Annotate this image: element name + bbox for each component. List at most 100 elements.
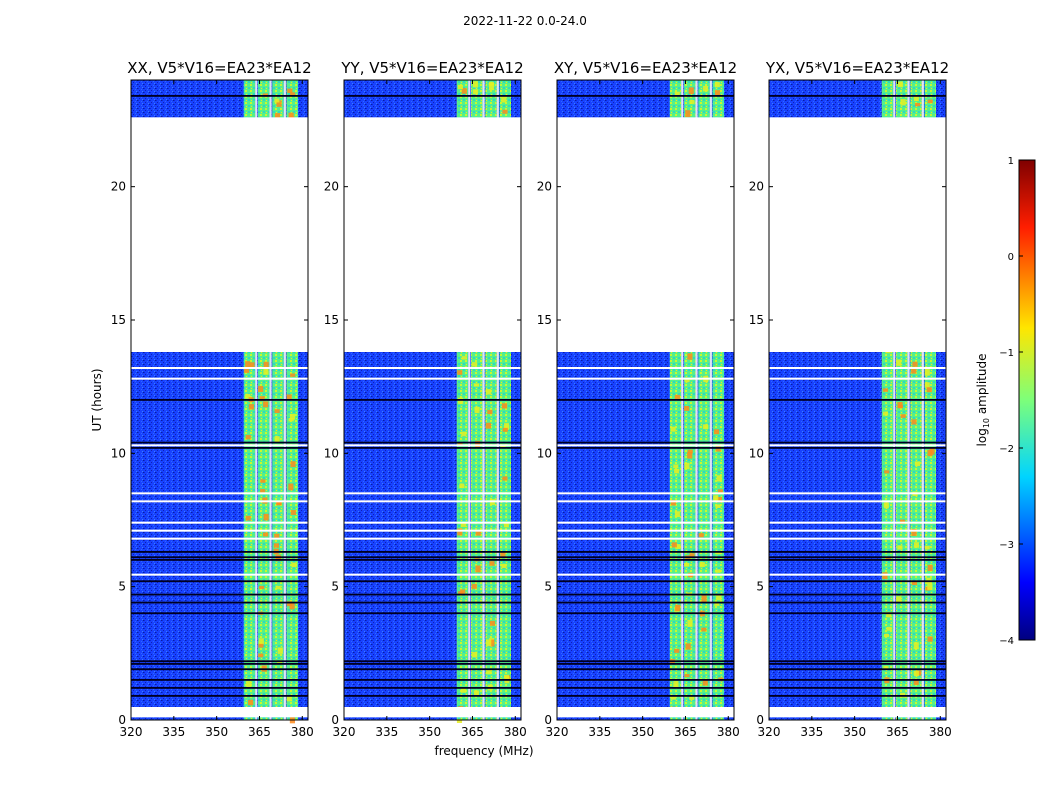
dark-flag-line <box>557 559 734 561</box>
hot-spot <box>699 562 705 568</box>
hot-spot <box>502 476 508 481</box>
hot-spot <box>290 510 296 515</box>
hot-spot <box>291 562 297 568</box>
hot-spot <box>685 643 691 650</box>
hot-spot <box>263 368 269 375</box>
white-gap-line <box>344 377 521 380</box>
dark-flag-line <box>131 559 308 561</box>
dark-flag-line <box>131 612 308 615</box>
x-tick-label: 350 <box>205 725 228 739</box>
white-gap-line <box>557 444 734 447</box>
hot-spot <box>290 373 296 377</box>
white-gap-line <box>131 500 308 503</box>
dark-flag-line <box>344 687 521 689</box>
y-tick-label: 20 <box>537 180 552 194</box>
dark-flag-line <box>131 556 308 559</box>
white-gap-line <box>131 377 308 380</box>
dark-flag-line <box>769 580 946 583</box>
hot-spot <box>927 583 933 590</box>
dark-flag-line <box>557 695 734 697</box>
hot-spot <box>675 604 681 612</box>
white-gap-line <box>769 521 946 524</box>
hot-spot <box>897 545 903 550</box>
hot-spot <box>277 647 283 654</box>
dark-flag-line <box>769 679 946 681</box>
hot-spot <box>248 699 254 706</box>
dark-flag-line <box>769 695 946 697</box>
hot-spot <box>287 88 293 93</box>
hot-spot <box>274 113 281 121</box>
hot-spot <box>286 394 292 400</box>
hot-spot <box>674 91 680 97</box>
white-gap-line <box>557 707 734 709</box>
dark-flag-line <box>769 447 946 449</box>
white-gap-line <box>344 573 521 576</box>
hot-spot <box>460 589 466 594</box>
hot-spot <box>896 359 902 366</box>
dark-flag-line <box>131 663 308 665</box>
hot-spot <box>684 462 690 470</box>
dark-flag-line <box>131 551 308 553</box>
hot-spot <box>911 580 918 586</box>
dark-flag-line <box>557 601 734 604</box>
hot-spot <box>687 619 693 627</box>
dark-flag-line <box>769 612 946 615</box>
hot-spot <box>687 452 693 459</box>
hot-spot <box>702 679 708 686</box>
dark-flag-line <box>131 695 308 697</box>
y-tick-label: 10 <box>324 446 339 460</box>
dark-flag-line <box>557 447 734 449</box>
hot-spot <box>457 370 463 375</box>
axes-frame <box>343 79 522 721</box>
x-tick-label: 365 <box>886 725 909 739</box>
hot-spot <box>290 92 296 96</box>
dark-flag-line <box>131 441 308 444</box>
hot-spot <box>475 530 481 536</box>
dark-flag-line <box>344 399 521 401</box>
dark-flag-line <box>557 399 734 401</box>
dark-flag-line <box>131 593 308 596</box>
dark-flag-line <box>344 95 521 97</box>
y-tick-label: 10 <box>749 446 764 460</box>
dark-flag-line <box>131 679 308 681</box>
hot-spot <box>715 569 721 573</box>
white-gap-line <box>557 537 734 540</box>
hot-spot <box>246 681 252 688</box>
x-tick-label: 380 <box>291 725 314 739</box>
x-tick-label: 350 <box>843 725 866 739</box>
hot-spot <box>715 504 721 509</box>
dark-flag-line <box>769 551 946 553</box>
heatmap-panel: XX, V5*V16=EA23*EA12 320 335 350 365 380 0 5 10 1… <box>111 59 314 739</box>
hot-spot <box>674 648 680 653</box>
dark-flag-line <box>557 95 734 97</box>
white-gap-line <box>131 521 308 524</box>
y-tick-label: 10 <box>537 446 552 460</box>
hot-spot <box>487 409 493 415</box>
hot-spot <box>486 669 492 675</box>
hot-spot <box>911 419 917 425</box>
hot-spot <box>929 448 935 455</box>
hot-spot <box>459 483 465 489</box>
hot-spot <box>714 602 720 606</box>
x-tick-label: 335 <box>800 725 823 739</box>
hot-spot <box>670 499 676 506</box>
dark-flag-line <box>131 668 308 671</box>
dark-flag-line <box>344 668 521 671</box>
white-gap-line <box>557 367 734 369</box>
hot-spot <box>248 404 254 410</box>
hot-spot <box>259 396 265 402</box>
hot-spot <box>886 626 892 631</box>
hot-spot <box>260 479 266 483</box>
x-tick-label: 365 <box>674 725 697 739</box>
heatmap-panel: YX, V5*V16=EA23*EA12 320 335 350 365 380 0 5 10 1… <box>749 59 952 739</box>
hot-spot <box>674 511 680 518</box>
hot-spot <box>288 417 294 422</box>
x-tick-label: 365 <box>248 725 271 739</box>
hot-spot <box>260 489 266 493</box>
data-gap-small <box>557 708 734 718</box>
dark-flag-line <box>131 399 308 401</box>
dark-flag-line <box>344 580 521 583</box>
hot-spot <box>461 88 467 94</box>
hot-spot <box>882 388 889 392</box>
white-gap-line <box>131 492 308 495</box>
